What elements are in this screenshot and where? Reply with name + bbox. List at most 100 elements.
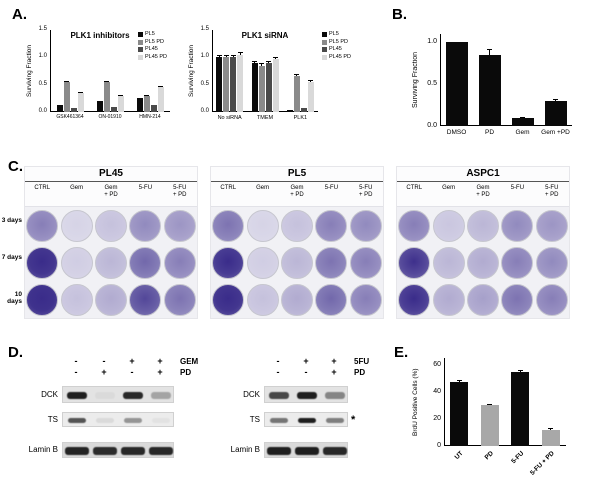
bar [157, 87, 164, 112]
treatment-label: PD [354, 368, 366, 377]
wells-area [211, 206, 383, 318]
x-tick-label: HMN-214 [139, 114, 161, 120]
error-bar [261, 62, 262, 66]
error-bar-cap [223, 55, 229, 57]
bar [77, 92, 84, 112]
y-tick-label: 1.0 [38, 53, 47, 60]
protein-band [297, 392, 317, 399]
bar [117, 95, 124, 112]
error-bar-cap [144, 94, 149, 96]
band-strip [62, 386, 174, 403]
legend-swatch [138, 39, 143, 45]
culture-well [246, 246, 279, 279]
culture-well [280, 209, 313, 242]
chart-brdu-positive-cells: BrdU Positive Cells (%) 0 20 40 60 UT PD 5-FU 5-… [410, 350, 585, 484]
culture-well [466, 246, 499, 279]
error-bar-cap [294, 74, 300, 76]
well-row [211, 281, 383, 318]
error-bar-cap [237, 52, 243, 54]
protein-band [152, 418, 170, 423]
error-bar [232, 54, 234, 58]
protein-band [96, 418, 114, 423]
culture-well [163, 209, 196, 242]
bar [70, 107, 77, 112]
y-tick-label: 0.0 [427, 122, 437, 129]
chart-title: PLK1 inhibitors [70, 31, 130, 40]
culture-well [280, 283, 313, 316]
legend-label: PL5 PD [145, 38, 164, 45]
treatment-sign: - [304, 367, 308, 377]
chart-surviving-fraction: Surviving Fraction 0.0 0.5 1.0 DMSO PD Gem Gem … [410, 12, 585, 154]
legend-item: PL5 [138, 31, 155, 38]
protein-label: DCK [41, 389, 58, 399]
culture-well [466, 283, 499, 316]
treatment-label: PD [180, 368, 192, 377]
x-tick-label: PD [483, 450, 495, 462]
treatment-sign: + [331, 367, 337, 377]
x-tick-label: PD [484, 129, 495, 136]
culture-well [94, 246, 127, 279]
legend-swatch [322, 47, 327, 53]
x-tick-label: No siRNA [217, 115, 242, 121]
culture-well [466, 209, 499, 242]
protein-band [295, 447, 319, 455]
bar [286, 109, 293, 112]
bar [96, 101, 103, 112]
protein-band [149, 447, 173, 455]
culture-well [129, 209, 162, 242]
bar [103, 81, 110, 112]
condition-label: 5-FU + PD [173, 185, 187, 199]
culture-well [246, 209, 279, 242]
well-row [25, 244, 197, 281]
y-tick-label: 0.5 [427, 80, 437, 88]
culture-well [535, 209, 568, 242]
error-bar-cap [104, 80, 109, 82]
timepoint-label: 3 days [1, 217, 22, 224]
well-row [397, 281, 569, 318]
condition-label: Gem [70, 185, 84, 191]
well-row [25, 207, 197, 244]
condition-labels: CTRL Gem Gem + PD 5-FU 5-FU + PD [211, 182, 383, 206]
condition-label: Gem + PD [290, 185, 304, 199]
timepoint-label: 10 days [7, 291, 22, 305]
legend-label: PL45 [329, 46, 342, 52]
bar [237, 54, 244, 112]
legend-swatch [322, 54, 327, 60]
error-bar-cap [252, 60, 257, 62]
bar [300, 107, 307, 112]
condition-label: 5-FU [138, 185, 153, 191]
legend-label: PL45 [145, 46, 158, 52]
protein-band [95, 392, 115, 399]
condition-label: 5-FU + PD [359, 185, 373, 199]
error-bar-cap [78, 91, 83, 93]
culture-well [129, 283, 162, 316]
treatment-sign: - [276, 356, 280, 366]
protein-band [267, 447, 291, 455]
condition-label: 5-FU [324, 185, 339, 191]
bar [478, 54, 501, 126]
bar [56, 104, 63, 112]
culture-well [94, 283, 127, 316]
protein-label: Lamin B [28, 445, 58, 454]
bar [541, 429, 560, 446]
culture-well [212, 283, 245, 316]
culture-well [501, 283, 534, 316]
treatment-sign: - [74, 367, 78, 377]
y-axis-label: BrdU Positive Cells (%) [412, 368, 419, 436]
band-strip [264, 442, 348, 458]
y-tick-label: 1.0 [427, 38, 437, 46]
bar [110, 106, 117, 112]
protein-band [65, 447, 89, 455]
x-tick-label: TMEM [256, 115, 274, 121]
protein-band [124, 418, 142, 423]
treatment-sign: + [129, 356, 135, 366]
protein-band [325, 392, 345, 399]
error-bar [296, 74, 298, 77]
condition-label: 5-FU + PD [545, 185, 559, 199]
y-tick-label: 0 [437, 442, 441, 449]
condition-label: 5-FU [510, 185, 525, 191]
culture-well [432, 283, 465, 316]
culture-well [398, 209, 431, 242]
